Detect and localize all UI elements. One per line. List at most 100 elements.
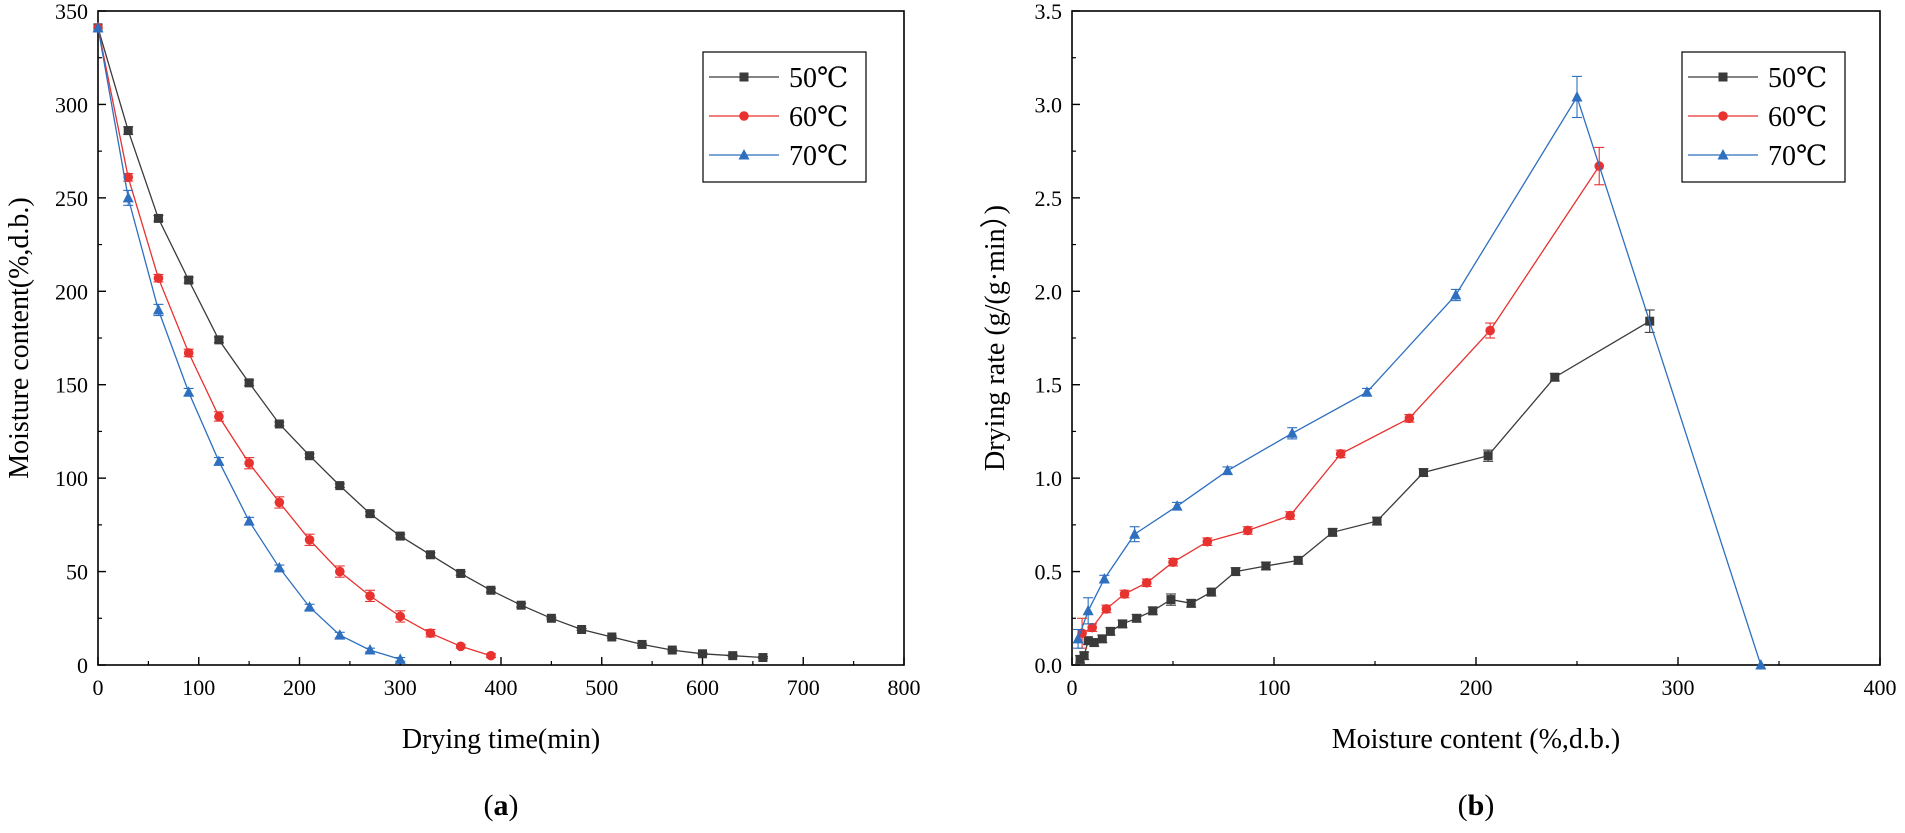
data-point [1101,604,1112,614]
data-point [1571,90,1583,102]
data-point [1231,567,1241,577]
legend-marker [1718,111,1728,121]
data-point [1202,536,1213,547]
data-point [1097,634,1107,644]
data-point [1372,516,1382,526]
series-triangle [92,21,406,664]
x-axis-title: Moisture content (%,d.b.) [1332,724,1621,755]
data-point [1404,413,1415,424]
y-tick-label: 0 [77,653,88,678]
data-point [1082,604,1094,616]
data-point [1550,372,1560,382]
data-point [1119,589,1130,599]
data-point [1166,595,1176,605]
data-point [274,497,285,508]
data-point [1755,659,1767,670]
data-point [364,644,376,655]
data-point [243,515,255,526]
y-tick-label: 150 [55,373,88,398]
data-point [1293,555,1303,565]
series-line [97,27,401,661]
series-line [1079,320,1651,660]
data-point [123,172,134,183]
data-point [184,275,194,285]
series-line [1077,95,1762,666]
data-point [1087,622,1097,633]
legend-label: 60℃ [1768,102,1827,133]
series-square [1075,309,1655,664]
y-tick-label: 300 [55,92,88,117]
data-point [183,386,195,397]
series-line [1081,165,1600,634]
data-point [455,641,466,652]
series-line [97,27,492,657]
y-axis-title: Drying rate (g/(g·min）) [979,205,1011,471]
data-point [1335,449,1346,459]
x-tick-label: 500 [585,675,618,700]
x-tick-label: 200 [1460,675,1493,700]
data-point [698,649,707,659]
data-point [728,651,738,661]
y-tick-label: 0.0 [1035,653,1063,678]
data-point [486,585,496,595]
data-point [1186,598,1196,608]
data-point [1105,626,1115,636]
legend-marker [1718,72,1728,82]
data-point [425,550,435,560]
series-square [93,23,768,663]
data-point [456,568,466,578]
data-point [425,628,436,639]
data-point [244,378,254,388]
y-tick-label: 350 [55,0,88,24]
x-tick-label: 200 [283,675,316,700]
x-tick-label: 400 [485,675,518,700]
panel-a-drying-curve: 0 100 200 300 400 500 600 700 800 0 50 100 150 200 250… [4,0,921,822]
legend-marker [738,149,750,160]
data-point [1168,557,1178,568]
x-tick-label: 700 [787,675,820,700]
panel-label-letter: a [494,789,509,822]
panel-label-letter: b [1468,789,1485,822]
legend-marker [739,111,749,121]
x-tick-label: 0 [93,675,104,700]
data-point [334,629,346,640]
data-point [1285,510,1295,521]
panel-b-drying-rate: 0 100 200 300 400 0.0 0.5 1.0 1.5 2.0 2.5 3.0 3.5 Moi… [979,0,1897,822]
data-point [637,639,647,649]
series-circle [1077,146,1605,649]
data-point [244,458,254,468]
data-point [214,411,224,422]
data-point [214,335,224,345]
y-tick-label: 2.5 [1035,186,1063,211]
data-point [1072,632,1084,644]
legend-marker [1717,149,1729,160]
data-point [1079,651,1089,661]
legend-label: 60℃ [789,102,848,133]
data-point [335,566,345,577]
y-tick-label: 100 [55,466,88,491]
x-tick-label: 100 [1258,675,1291,700]
legend-marker [739,72,749,82]
y-tick-label: 3.5 [1035,0,1063,24]
x-tick-label: 300 [1662,675,1695,700]
x-tick-label: 800 [888,675,921,700]
data-point [1485,325,1495,336]
data-point [577,624,587,634]
data-point [1222,464,1234,476]
data-point [183,348,194,358]
data-point [213,455,225,466]
panel-label: (b) [1458,789,1495,822]
data-point [273,561,285,573]
data-point [1132,613,1142,623]
data-point [335,481,345,491]
data-point [394,653,406,664]
data-point [1361,386,1373,397]
y-tick-label: 50 [66,560,88,585]
data-point [92,21,104,33]
data-point [1242,525,1253,536]
data-point [1206,587,1216,597]
y-tick-label: 0.5 [1035,560,1063,585]
x-tick-label: 300 [384,675,417,700]
data-point [304,535,315,545]
legend: 50℃ 60℃ 70℃ [702,51,867,183]
